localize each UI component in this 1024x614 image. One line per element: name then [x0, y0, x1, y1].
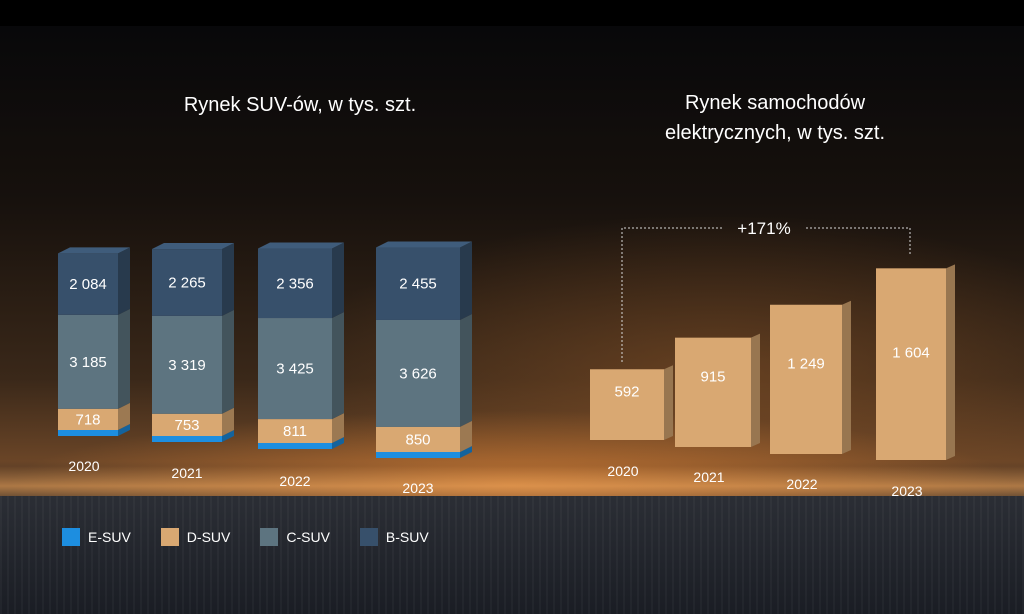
x-tick-label-suv-2022: 2022 — [279, 473, 310, 489]
bar-side-b-suv-2023 — [460, 241, 472, 320]
ev-bar-2023 — [876, 268, 946, 460]
value-label-b-suv-2020: 2 084 — [69, 276, 107, 293]
bar-side-b-suv-2022 — [332, 242, 344, 319]
ev-value-label-2021: 915 — [700, 369, 725, 386]
value-label-d-suv-2022: 811 — [283, 423, 307, 440]
ev-chart-title: Rynek samochodów elektrycznych, w tys. s… — [600, 88, 950, 148]
bar-c-suv-2020 — [58, 314, 118, 409]
value-label-b-suv-2023: 2 455 — [399, 276, 437, 293]
bar-b-suv-2022 — [258, 248, 332, 319]
bar-side-c-suv-2020 — [118, 308, 130, 409]
legend-label-b-suv: B-SUV — [385, 529, 429, 545]
value-label-d-suv-2021: 753 — [174, 417, 199, 434]
bar-side-c-suv-2022 — [332, 312, 344, 420]
suv-chart-title: Rynek SUV-ów, w tys. szt. — [183, 94, 417, 116]
bar-d-suv-2022 — [258, 419, 332, 443]
ev-value-label-2020: 592 — [614, 383, 639, 400]
ev-value-label-2022: 1 249 — [787, 356, 825, 373]
bar-c-suv-2022 — [258, 318, 332, 420]
ev-bar-side-2021 — [751, 333, 760, 447]
legend-swatch-d-suv — [160, 528, 179, 546]
bar-side-c-suv-2021 — [222, 309, 234, 414]
x-tick-label-ev-2021: 2021 — [693, 469, 724, 485]
bar-side-e-suv-2022 — [332, 437, 344, 449]
ev-bar-2020 — [590, 369, 664, 440]
bar-cap-2023 — [376, 241, 472, 248]
legend-item-b-suv: B-SUV — [359, 528, 429, 546]
legend-label-e-suv: E-SUV — [88, 529, 131, 545]
bar-side-d-suv-2022 — [332, 413, 344, 443]
bar-side-c-suv-2023 — [460, 313, 472, 427]
value-label-b-suv-2022: 2 356 — [276, 275, 314, 292]
legend-label-d-suv: D-SUV — [186, 529, 231, 545]
growth-annotation: +171% — [737, 219, 790, 238]
value-label-c-suv-2023: 3 626 — [399, 365, 437, 382]
bar-e-suv-2023 — [376, 452, 460, 458]
bar-b-suv-2020 — [58, 253, 118, 315]
legend-swatch-b-suv — [359, 528, 378, 546]
value-label-c-suv-2022: 3 425 — [276, 361, 314, 378]
bar-e-suv-2022 — [258, 443, 332, 449]
bar-side-e-suv-2023 — [460, 446, 472, 458]
legend-item-d-suv: D-SUV — [160, 528, 231, 546]
bar-side-b-suv-2021 — [222, 243, 234, 316]
bar-e-suv-2021 — [152, 436, 222, 442]
legend-swatch-e-suv — [62, 528, 80, 546]
value-label-c-suv-2020: 3 185 — [69, 354, 107, 371]
ev-title-line-1: Rynek samochodów — [684, 92, 866, 114]
bar-side-d-suv-2023 — [460, 420, 472, 452]
bar-d-suv-2020 — [58, 408, 118, 430]
value-label-c-suv-2021: 3 319 — [168, 357, 206, 374]
suv-legend: E-SUV D-SUV C-SUV B-SUV — [62, 528, 429, 546]
bar-d-suv-2021 — [152, 413, 222, 436]
bar-side-b-suv-2020 — [118, 247, 130, 315]
bar-c-suv-2021 — [152, 315, 222, 414]
bar-side-e-suv-2020 — [118, 424, 130, 436]
legend-swatch-c-suv — [260, 528, 279, 546]
x-tick-label-ev-2022: 2022 — [786, 476, 817, 492]
ev-bar-side-2022 — [842, 300, 851, 454]
ev-value-label-2023: 1 604 — [892, 344, 930, 361]
bar-side-d-suv-2021 — [222, 407, 234, 436]
bar-b-suv-2023 — [376, 247, 460, 320]
x-tick-label-suv-2021: 2021 — [171, 465, 202, 481]
x-tick-label-suv-2023: 2023 — [402, 480, 433, 496]
ev-bar-2022 — [770, 304, 842, 454]
bar-cap-2021 — [152, 243, 234, 250]
bar-side-e-suv-2021 — [222, 430, 234, 442]
ev-title-line-2: elektrycznych, w tys. szt. — [664, 122, 886, 144]
bar-b-suv-2021 — [152, 249, 222, 316]
bar-e-suv-2020 — [58, 430, 118, 436]
bar-cap-2022 — [258, 242, 344, 249]
x-tick-label-suv-2020: 2020 — [68, 458, 99, 474]
bar-d-suv-2023 — [376, 426, 460, 452]
legend-label-c-suv: C-SUV — [286, 529, 330, 545]
value-label-b-suv-2021: 2 265 — [168, 274, 206, 291]
bar-c-suv-2023 — [376, 319, 460, 427]
bar-side-d-suv-2020 — [118, 402, 130, 430]
ev-bar-side-2023 — [946, 264, 955, 460]
legend-item-e-suv: E-SUV — [62, 528, 131, 546]
ev-bar-2021 — [675, 337, 751, 447]
x-tick-label-ev-2023: 2023 — [891, 483, 922, 499]
growth-bracket — [621, 227, 911, 362]
floor — [0, 496, 1024, 614]
value-label-d-suv-2020: 718 — [75, 411, 100, 428]
x-tick-label-ev-2020: 2020 — [607, 463, 638, 479]
bar-cap-2020 — [58, 247, 130, 254]
ev-bar-side-2020 — [664, 365, 673, 440]
value-label-d-suv-2023: 850 — [405, 431, 430, 448]
legend-item-c-suv: C-SUV — [260, 528, 330, 546]
